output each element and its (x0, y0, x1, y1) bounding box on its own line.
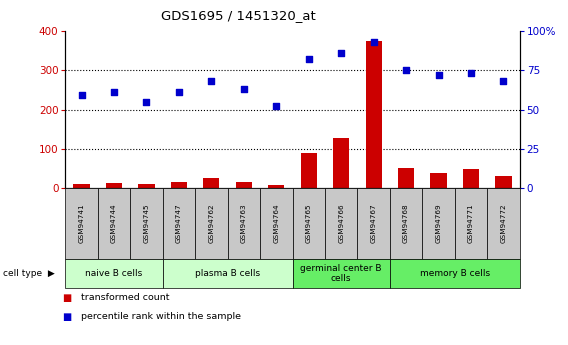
Text: GSM94764: GSM94764 (273, 204, 279, 243)
Text: ■: ■ (62, 312, 72, 322)
Text: GSM94747: GSM94747 (176, 204, 182, 243)
Point (272, 104, 281, 109)
Text: GSM94763: GSM94763 (241, 204, 247, 243)
Text: naive B cells: naive B cells (85, 269, 143, 278)
Bar (203, 178, 219, 188)
Bar (495, 176, 512, 188)
Point (142, 99, 151, 105)
Text: GDS1695 / 1451320_at: GDS1695 / 1451320_at (161, 9, 316, 22)
Bar (106, 183, 122, 188)
Text: GSM94768: GSM94768 (403, 204, 409, 243)
Text: cell type  ▶: cell type ▶ (3, 269, 55, 278)
Bar (236, 182, 252, 188)
Point (466, 71, 475, 76)
Bar (139, 184, 154, 188)
Bar (431, 173, 446, 188)
Text: memory B cells: memory B cells (420, 269, 490, 278)
Text: GSM94771: GSM94771 (468, 204, 474, 243)
Point (304, 57, 314, 62)
Bar (398, 168, 414, 188)
Bar (463, 169, 479, 188)
Text: GSM94765: GSM94765 (306, 204, 312, 243)
Bar (366, 41, 382, 188)
Text: GSM94741: GSM94741 (78, 204, 85, 243)
Text: GSM94762: GSM94762 (208, 204, 214, 243)
Text: GSM94745: GSM94745 (144, 204, 149, 243)
Text: transformed count: transformed count (81, 293, 170, 302)
Text: ■: ■ (62, 293, 72, 303)
Point (369, 39, 378, 45)
Text: GSM94766: GSM94766 (338, 204, 344, 243)
Point (174, 89, 183, 95)
Point (337, 50, 346, 56)
Text: plasma B cells: plasma B cells (195, 269, 260, 278)
Text: GSM94772: GSM94772 (500, 204, 507, 243)
Text: percentile rank within the sample: percentile rank within the sample (81, 312, 241, 321)
Bar (171, 182, 187, 188)
Point (499, 79, 508, 84)
Text: germinal center B
cells: germinal center B cells (300, 264, 382, 283)
Text: GSM94769: GSM94769 (436, 204, 441, 243)
Bar (268, 185, 285, 188)
Bar (300, 154, 317, 188)
Bar (73, 184, 90, 188)
Point (207, 79, 216, 84)
Point (77, 93, 86, 98)
Point (434, 72, 443, 78)
Bar (333, 138, 349, 188)
Text: GSM94767: GSM94767 (371, 204, 377, 243)
Text: GSM94744: GSM94744 (111, 204, 117, 243)
Point (402, 68, 411, 73)
Point (239, 86, 248, 92)
Point (110, 89, 119, 95)
